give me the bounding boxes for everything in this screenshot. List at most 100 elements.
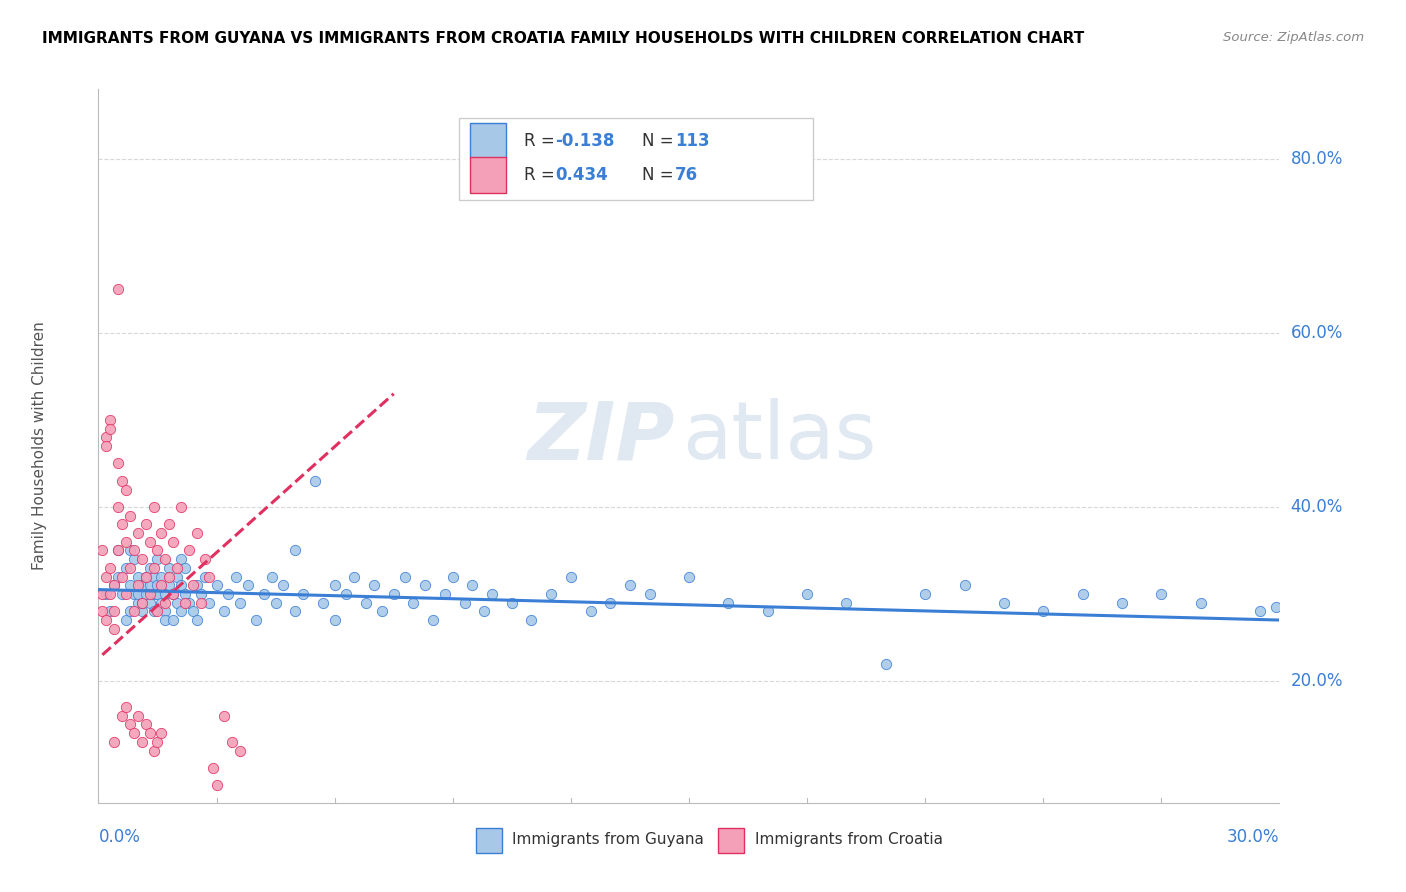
Text: 20.0%: 20.0% xyxy=(1291,672,1343,690)
Point xyxy=(481,587,503,601)
Text: 76: 76 xyxy=(675,166,697,184)
Text: R =: R = xyxy=(523,132,560,150)
Point xyxy=(221,735,243,749)
Point xyxy=(229,743,252,757)
Point xyxy=(115,587,138,601)
Point xyxy=(422,613,444,627)
Point xyxy=(157,578,180,592)
Point xyxy=(146,552,169,566)
Text: Immigrants from Guyana: Immigrants from Guyana xyxy=(512,832,703,847)
Point xyxy=(461,578,484,592)
Point xyxy=(284,543,307,558)
Point xyxy=(127,596,149,610)
Point xyxy=(433,587,456,601)
Point xyxy=(135,517,157,532)
Point xyxy=(138,578,160,592)
Text: atlas: atlas xyxy=(682,398,876,476)
Text: 0.434: 0.434 xyxy=(555,166,609,184)
Point xyxy=(394,569,416,583)
Point xyxy=(1032,604,1054,618)
Point xyxy=(155,552,177,566)
Point xyxy=(619,578,641,592)
Bar xyxy=(471,157,506,193)
Point xyxy=(96,430,118,444)
Point xyxy=(186,578,208,592)
Point xyxy=(174,596,197,610)
Point xyxy=(131,552,153,566)
Point xyxy=(1264,599,1286,614)
Point xyxy=(472,604,495,618)
Text: Source: ZipAtlas.com: Source: ZipAtlas.com xyxy=(1223,31,1364,45)
Point xyxy=(115,534,138,549)
Point xyxy=(214,604,236,618)
Point xyxy=(197,569,219,583)
Text: 40.0%: 40.0% xyxy=(1291,498,1343,516)
Point xyxy=(236,578,259,592)
Point xyxy=(343,569,366,583)
Point xyxy=(96,613,118,627)
Point xyxy=(146,578,169,592)
Point xyxy=(96,569,118,583)
Point xyxy=(131,578,153,592)
Point xyxy=(91,604,114,618)
Point xyxy=(91,587,114,601)
Point xyxy=(142,561,165,575)
Point xyxy=(127,708,149,723)
Point xyxy=(170,604,193,618)
Point xyxy=(111,474,134,488)
Point xyxy=(1189,596,1212,610)
Point xyxy=(953,578,976,592)
Point xyxy=(157,517,180,532)
Point xyxy=(107,543,129,558)
Point xyxy=(245,613,267,627)
Point xyxy=(284,604,307,618)
Point xyxy=(835,596,858,610)
Point xyxy=(150,526,173,541)
Point xyxy=(111,708,134,723)
Point xyxy=(162,587,184,601)
Point xyxy=(170,552,193,566)
Point xyxy=(323,613,346,627)
Point xyxy=(225,569,247,583)
Point xyxy=(323,578,346,592)
Point xyxy=(118,508,141,523)
Point xyxy=(170,578,193,592)
Point xyxy=(170,500,193,514)
Text: 0.0%: 0.0% xyxy=(98,828,141,846)
Point xyxy=(273,578,295,592)
Text: Family Households with Children: Family Households with Children xyxy=(32,322,46,570)
Point xyxy=(146,543,169,558)
Point xyxy=(122,604,145,618)
Point xyxy=(103,578,125,592)
Point xyxy=(190,596,212,610)
Point xyxy=(363,578,385,592)
Point xyxy=(174,587,197,601)
Point xyxy=(453,596,475,610)
Text: Immigrants from Croatia: Immigrants from Croatia xyxy=(755,832,943,847)
Point xyxy=(103,578,125,592)
Point xyxy=(638,587,661,601)
Point xyxy=(96,439,118,453)
Point xyxy=(107,282,129,296)
Point xyxy=(131,735,153,749)
Text: N =: N = xyxy=(641,132,679,150)
Point xyxy=(1111,596,1133,610)
Point xyxy=(118,604,141,618)
Point xyxy=(135,569,157,583)
Point xyxy=(201,761,224,775)
Point xyxy=(157,569,180,583)
Text: 30.0%: 30.0% xyxy=(1227,828,1279,846)
Point xyxy=(131,604,153,618)
Point xyxy=(111,569,134,583)
Point xyxy=(501,596,523,610)
Point xyxy=(142,569,165,583)
Point xyxy=(174,561,197,575)
Point xyxy=(135,717,157,731)
Point xyxy=(142,500,165,514)
Point xyxy=(354,596,377,610)
Point xyxy=(142,743,165,757)
Point xyxy=(413,578,436,592)
Point xyxy=(107,457,129,471)
Text: 113: 113 xyxy=(675,132,710,150)
Point xyxy=(122,726,145,740)
